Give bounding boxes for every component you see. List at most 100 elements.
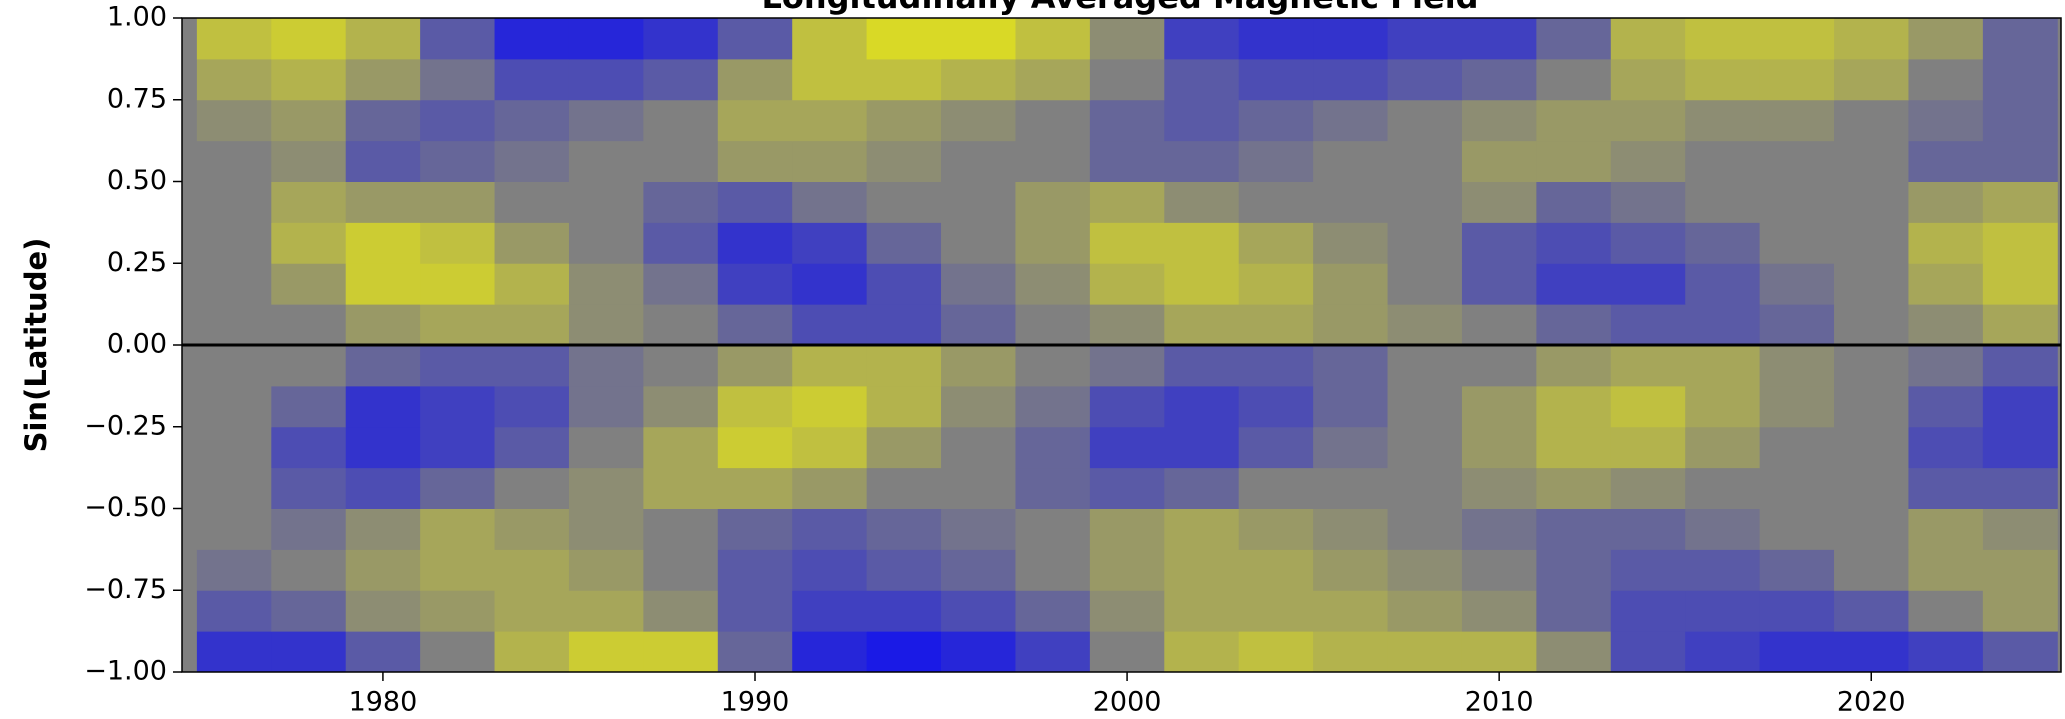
heat-cell [643, 222, 719, 264]
heat-cell [345, 590, 421, 632]
heat-cell [643, 385, 719, 428]
y-tick-label: 0.75 [107, 83, 167, 114]
heat-cell [196, 18, 272, 60]
x-tick-label: 2010 [1465, 687, 1534, 718]
heat-cell [1982, 590, 2058, 632]
heat-cell [1015, 263, 1091, 305]
heat-cell [568, 18, 644, 60]
heat-cell [420, 426, 496, 469]
heat-cell [420, 58, 496, 101]
heat-cell [941, 631, 1016, 672]
heat-cell [271, 590, 347, 632]
heat-cell [1313, 385, 1389, 428]
heat-cell [196, 99, 272, 142]
heat-cell [1089, 18, 1165, 60]
heat-cell [866, 58, 942, 101]
heat-cell [1461, 426, 1537, 469]
heat-cell [1536, 304, 1612, 346]
heat-cell [494, 18, 570, 60]
heat-cell [196, 385, 272, 428]
heat-cell [271, 58, 347, 101]
heat-cell [1387, 140, 1463, 182]
heat-cell [1387, 385, 1463, 428]
heat-cell [1461, 58, 1537, 101]
heat-cell [1387, 181, 1463, 223]
heat-cell [1536, 549, 1612, 591]
heat-cell [494, 590, 570, 632]
heat-cell [1685, 140, 1761, 182]
heat-cell [643, 345, 719, 387]
heat-cell [1387, 549, 1463, 591]
heat-cell [1908, 263, 1984, 305]
heat-cell [1387, 631, 1463, 672]
heat-cell [271, 304, 347, 346]
heat-cell [420, 467, 496, 509]
heat-cell [1536, 426, 1612, 469]
heat-cell [1685, 58, 1761, 101]
heat-cell [941, 426, 1016, 469]
heat-cell [1461, 263, 1537, 305]
x-tick-label: 1990 [721, 687, 790, 718]
heat-cell [1759, 263, 1835, 305]
heat-cell [1089, 467, 1165, 509]
heat-cell [1313, 345, 1389, 387]
heat-cell [1313, 58, 1389, 101]
heat-cell [271, 467, 347, 509]
heat-cell [1015, 99, 1091, 142]
heat-cell [941, 140, 1016, 182]
heat-cell [1610, 140, 1686, 182]
heat-cell [866, 18, 942, 60]
heat-cell [1238, 467, 1314, 509]
heat-cell [1238, 426, 1314, 469]
heat-cell [1908, 99, 1984, 142]
heat-cell [1908, 181, 1984, 223]
heat-cell [420, 631, 496, 672]
heat-cell [1536, 467, 1612, 509]
heat-cell [494, 385, 570, 428]
heat-cell [866, 508, 942, 550]
x-tick-label: 2000 [1093, 687, 1162, 718]
y-tick-label: −0.25 [84, 410, 167, 441]
heat-cell [494, 345, 570, 387]
heat-cell [1015, 181, 1091, 223]
heat-cell [1238, 222, 1314, 264]
heat-cell [1982, 345, 2058, 387]
heat-cell [568, 263, 644, 305]
heat-cell [1685, 345, 1761, 387]
heat-cell [717, 508, 793, 550]
heat-cell [1164, 222, 1240, 264]
heat-cell [1164, 263, 1240, 305]
heat-cell [1015, 467, 1091, 509]
x-tick-label: 2020 [1837, 687, 1906, 718]
heat-cell [941, 181, 1016, 223]
heat-cell [1015, 222, 1091, 264]
heat-cell [1089, 222, 1165, 264]
heat-cell [1685, 181, 1761, 223]
heat-cell [1610, 549, 1686, 591]
heat-cell [792, 18, 868, 60]
heat-cell [568, 467, 644, 509]
heat-cell [1834, 631, 1909, 672]
heat-cell [568, 99, 644, 142]
heat-cell [1908, 345, 1984, 387]
heat-cell [1238, 99, 1314, 142]
heat-cell [1685, 467, 1761, 509]
heat-cell [1387, 304, 1463, 346]
heat-cell [941, 304, 1016, 346]
heat-cell [792, 263, 868, 305]
heat-cell [568, 222, 644, 264]
heat-cell [1313, 18, 1389, 60]
heat-cell [345, 304, 421, 346]
heat-cell [1461, 222, 1537, 264]
heat-cell [1015, 345, 1091, 387]
heat-cell [345, 345, 421, 387]
heat-cell [717, 426, 793, 469]
heat-cell [1461, 549, 1537, 591]
heat-cell [643, 18, 719, 60]
heat-cell [643, 426, 719, 469]
heat-cell [1759, 99, 1835, 142]
heat-cell [1610, 631, 1686, 672]
heat-cell [1238, 181, 1314, 223]
heat-cell [1834, 140, 1909, 182]
y-tick-label: −0.75 [84, 574, 167, 605]
